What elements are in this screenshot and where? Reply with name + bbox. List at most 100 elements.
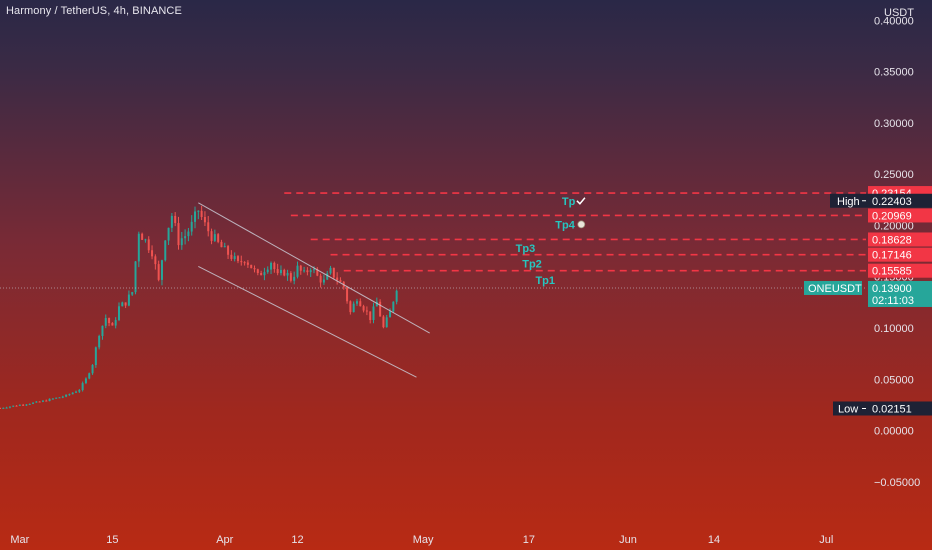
candle bbox=[352, 303, 355, 313]
candle bbox=[101, 325, 104, 336]
low-badge bbox=[833, 401, 932, 416]
candle bbox=[38, 401, 41, 403]
candle bbox=[35, 401, 38, 403]
candle bbox=[58, 397, 61, 399]
candle bbox=[48, 398, 51, 402]
candle bbox=[51, 398, 54, 400]
x-tick-label: Apr bbox=[216, 534, 233, 546]
candle bbox=[336, 277, 339, 281]
trend-line-channel-lower[interactable] bbox=[198, 265, 417, 378]
candle bbox=[223, 246, 226, 248]
candle bbox=[61, 396, 64, 398]
candle bbox=[316, 269, 319, 276]
candle bbox=[91, 365, 94, 374]
candle bbox=[190, 221, 193, 232]
candle bbox=[157, 264, 160, 280]
candle bbox=[299, 265, 302, 271]
target-label: Tp2 bbox=[522, 258, 542, 270]
candle bbox=[203, 217, 206, 223]
candle bbox=[75, 391, 78, 393]
candle bbox=[279, 269, 282, 274]
candle bbox=[346, 287, 349, 302]
candle bbox=[362, 306, 365, 311]
candle bbox=[141, 233, 144, 240]
y-tick-label: 0.25000 bbox=[874, 169, 914, 181]
candle bbox=[111, 323, 114, 326]
y-tick-label: 0.05000 bbox=[874, 374, 914, 386]
check-icon bbox=[576, 197, 586, 205]
candle bbox=[392, 301, 395, 312]
candle bbox=[41, 400, 44, 402]
candle bbox=[187, 231, 190, 237]
x-tick-label: 12 bbox=[291, 534, 303, 546]
candle bbox=[22, 404, 25, 406]
candle bbox=[293, 276, 296, 281]
x-tick-label: 17 bbox=[523, 534, 535, 546]
candle bbox=[197, 210, 200, 212]
candle bbox=[253, 268, 256, 270]
candle bbox=[174, 215, 177, 224]
y-tick-label: 0.30000 bbox=[874, 118, 914, 130]
price-level-badge bbox=[868, 232, 932, 247]
candle bbox=[329, 267, 332, 274]
candle bbox=[71, 392, 74, 395]
candle bbox=[227, 246, 230, 255]
candle bbox=[170, 215, 173, 228]
candle bbox=[273, 262, 276, 270]
candle bbox=[240, 261, 243, 263]
candle bbox=[266, 269, 269, 273]
candle bbox=[108, 318, 111, 324]
candle bbox=[389, 311, 392, 318]
candle bbox=[220, 241, 223, 248]
high-value: 0.22403 bbox=[872, 196, 912, 208]
candle bbox=[286, 273, 289, 276]
candle bbox=[12, 405, 15, 407]
candle bbox=[365, 310, 368, 312]
candle bbox=[349, 301, 352, 313]
candle bbox=[98, 335, 101, 348]
x-tick-label: 15 bbox=[106, 534, 118, 546]
candle bbox=[127, 294, 130, 306]
candle bbox=[306, 270, 309, 273]
candle bbox=[395, 290, 398, 302]
price-level-label: 0.15585 bbox=[872, 266, 912, 278]
candle bbox=[230, 254, 233, 259]
price-level-label: 0.20969 bbox=[872, 210, 912, 222]
target-label: Tp3 bbox=[516, 243, 536, 255]
candle bbox=[184, 236, 187, 239]
candle bbox=[160, 260, 163, 280]
candle bbox=[200, 210, 203, 218]
candle-countdown: 02:11:03 bbox=[872, 295, 914, 307]
candle bbox=[151, 250, 154, 257]
candle bbox=[117, 306, 120, 321]
price-level-label: 0.18628 bbox=[872, 234, 912, 246]
candle bbox=[355, 301, 358, 304]
candle bbox=[382, 316, 385, 328]
target-label: Tp4 bbox=[555, 219, 575, 231]
candle bbox=[332, 267, 335, 278]
candle bbox=[68, 394, 71, 396]
x-tick-label: 14 bbox=[708, 534, 720, 546]
candle bbox=[137, 233, 140, 262]
candle bbox=[65, 394, 68, 397]
candle bbox=[210, 231, 213, 241]
candle bbox=[154, 256, 157, 265]
candle bbox=[303, 270, 306, 272]
candle bbox=[104, 318, 107, 326]
candle bbox=[379, 301, 382, 317]
x-tick-label: Mar bbox=[10, 534, 29, 546]
y-tick-label: 0.40000 bbox=[874, 15, 914, 27]
symbol-label: ONEUSDT bbox=[808, 283, 862, 295]
y-axis-currency-label: USDT bbox=[884, 7, 914, 19]
candle bbox=[250, 264, 253, 269]
last-price-badge bbox=[868, 280, 932, 307]
target-label: Tp bbox=[562, 196, 576, 208]
candle bbox=[167, 227, 170, 241]
candle bbox=[164, 240, 167, 261]
candle bbox=[359, 301, 362, 307]
candle bbox=[372, 306, 375, 320]
trend-line-channel-upper[interactable] bbox=[198, 202, 430, 334]
moneybag-icon bbox=[577, 220, 586, 229]
